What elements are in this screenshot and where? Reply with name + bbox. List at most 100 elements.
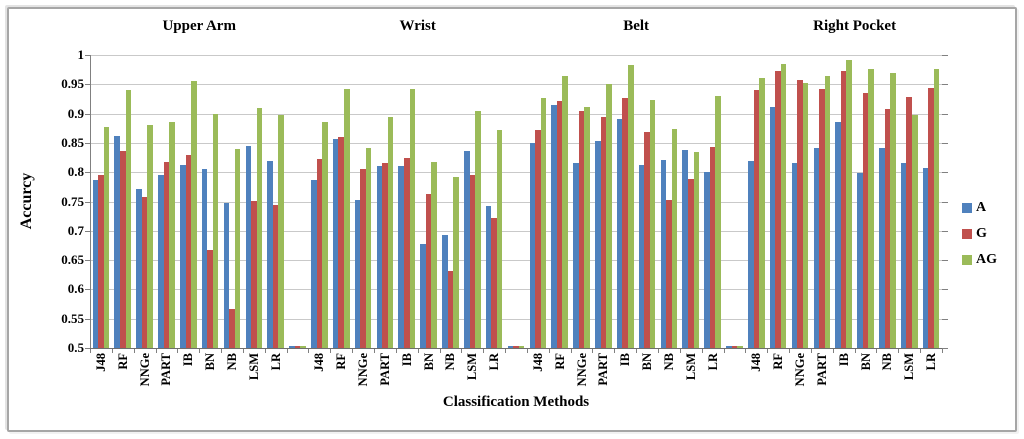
gridline	[90, 260, 942, 262]
legend-label: G	[976, 226, 987, 241]
bar-G	[797, 79, 803, 348]
y-tick-right	[942, 260, 948, 262]
x-category-label: PART	[377, 353, 392, 386]
bar-AG	[540, 98, 547, 348]
bar-AG	[212, 114, 219, 348]
x-tick	[548, 348, 550, 353]
y-tick-label: 0.7	[67, 222, 84, 238]
bar-A	[879, 147, 885, 348]
y-tick	[85, 260, 90, 262]
y-tick-label: 0.5	[67, 340, 84, 355]
x-tick	[264, 348, 266, 353]
bar-AG	[256, 107, 263, 348]
x-tick	[832, 348, 834, 353]
bar-A	[748, 161, 754, 348]
x-category-label: NNGe	[793, 353, 807, 387]
bar-A	[769, 107, 776, 348]
bar-A	[311, 179, 317, 348]
y-tick-label: 0.85	[61, 134, 84, 150]
group-title: Belt	[623, 18, 650, 34]
bar-A	[201, 168, 208, 348]
bar-AG	[802, 83, 809, 348]
y-tick-right	[942, 318, 948, 320]
gap-sliver-bar	[507, 346, 514, 348]
x-category-label: NB	[880, 353, 895, 371]
x-tick	[155, 348, 157, 353]
x-category-label: NNGe	[574, 353, 589, 387]
x-category-label: IB	[618, 353, 633, 367]
bar-A	[180, 165, 186, 348]
bar-G	[207, 249, 213, 348]
bar-AG	[868, 69, 874, 348]
legend-swatch-A	[962, 203, 972, 213]
gap-sliver-bar	[294, 346, 301, 348]
x-category-label: LR	[705, 353, 720, 371]
bar-A	[616, 118, 623, 348]
gap-sliver-bar	[289, 346, 295, 348]
x-category-label: PART	[596, 353, 611, 386]
bar-A	[660, 159, 667, 348]
legend-item: A	[962, 200, 997, 216]
x-category-label: RF	[771, 353, 786, 370]
group-title: Wrist	[399, 18, 436, 34]
bar-A	[354, 199, 361, 348]
bar-A	[529, 143, 536, 348]
bar-G	[185, 155, 192, 348]
x-category-label: BN	[858, 353, 873, 371]
gridline	[90, 201, 942, 203]
bar-G	[360, 169, 366, 348]
bar-G	[840, 70, 847, 348]
bar-AG	[890, 73, 896, 348]
bar-AG	[409, 88, 416, 348]
bar-AG	[278, 114, 284, 348]
x-tick	[242, 348, 244, 353]
x-tick	[658, 348, 659, 353]
y-tick	[85, 201, 90, 203]
bar-AG	[780, 63, 787, 348]
bar-A	[922, 168, 929, 348]
x-tick	[483, 348, 485, 353]
gap-sliver-bar	[300, 346, 306, 348]
bar-G	[600, 116, 607, 348]
x-category-label: LR	[268, 353, 283, 371]
x-tick	[177, 348, 179, 353]
x-tick	[679, 348, 681, 353]
gridline	[90, 172, 942, 174]
x-category-label: IB	[181, 353, 196, 367]
bar-A	[223, 202, 230, 348]
group-title: Upper Arm	[162, 18, 236, 34]
gap-sliver-bar	[518, 346, 525, 348]
x-tick	[308, 348, 310, 353]
bar-G	[272, 205, 279, 348]
bar-AG	[824, 75, 831, 348]
x-category-label: J48	[749, 353, 764, 372]
bar-G	[862, 92, 869, 348]
x-tick	[352, 348, 354, 353]
x-tick	[199, 348, 201, 353]
x-category-label: LR	[487, 353, 502, 371]
x-tick	[570, 348, 572, 353]
y-tick-right	[942, 289, 948, 291]
bar-A	[900, 163, 907, 348]
gridline	[90, 55, 942, 56]
bar-G	[338, 137, 344, 348]
x-tick	[767, 348, 769, 353]
x-category-label: NB	[443, 353, 458, 371]
x-category-label: BN	[203, 353, 218, 371]
y-tick-right	[942, 172, 948, 174]
x-category-label: LSM	[246, 353, 261, 381]
y-tick-right	[942, 230, 948, 232]
bar-G	[447, 270, 454, 348]
y-axis-line	[90, 55, 91, 348]
bar-AG	[431, 161, 437, 348]
bar-A	[114, 135, 120, 348]
y-tick-right	[942, 142, 948, 144]
bar-A	[376, 166, 383, 348]
x-tick	[111, 348, 113, 353]
group-title: Right Pocket	[813, 18, 897, 34]
x-category-label: NB	[661, 353, 676, 371]
bar-A	[682, 149, 688, 348]
bar-AG	[169, 121, 175, 348]
bar-AG	[562, 75, 568, 348]
legend-swatch-AG	[962, 255, 972, 265]
